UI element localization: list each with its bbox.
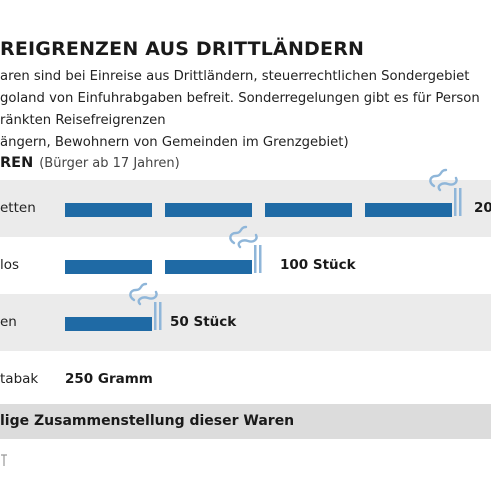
allowance-row-4: tabak 250 Gramm <box>0 351 491 408</box>
cigarette-bar-segment <box>365 203 452 217</box>
source-mark-icon <box>1 454 7 466</box>
allowance-row-2: los 100 Stück <box>0 225 491 294</box>
cigarillo-bar-segment <box>165 260 252 274</box>
cigar-bar-segment <box>65 317 152 331</box>
row-label: etten <box>0 200 36 216</box>
intro-line-4: ängern, Bewohnern von Gemeinden im Grenz… <box>0 135 349 150</box>
allowance-row-3: en 50 Stück <box>0 282 491 351</box>
intro-line-3: ränkten Reisefreigrenzen <box>0 113 166 128</box>
row-label: tabak <box>0 371 39 387</box>
row-value: 50 Stück <box>170 314 237 330</box>
row-label: en <box>0 314 17 330</box>
footer-note: lige Zusammenstellung dieser Waren <box>0 413 295 429</box>
intro-line-2: goland von Einfuhrabgaben befreit. Sonde… <box>0 91 480 106</box>
cigarette-bar-segment <box>265 203 352 217</box>
cigarette-bar-segment <box>65 203 152 217</box>
section-heading-title: REN <box>0 155 34 171</box>
footer-note-bar: lige Zusammenstellung dieser Waren <box>0 404 491 439</box>
section-heading: REN (Bürger ab 17 Jahren) <box>0 153 180 173</box>
cigarette-smoke-icon <box>129 282 162 330</box>
row-label: los <box>0 257 20 273</box>
page-title: REIGRENZEN AUS DRITTLÄNDERN <box>0 38 365 60</box>
cigarette-smoke-icon <box>429 168 462 216</box>
intro-line-1: aren sind bei Einreise aus Drittländern,… <box>0 69 470 84</box>
section-heading-note: (Bürger ab 17 Jahren) <box>39 156 180 171</box>
row-value: 250 Gramm <box>65 371 153 387</box>
cigarillo-bar-segment <box>65 260 152 274</box>
intro-text: aren sind bei Einreise aus Drittländern,… <box>0 66 480 154</box>
cigarette-smoke-icon <box>229 225 262 273</box>
cigarette-bar-segment <box>165 203 252 217</box>
row-value: 20 <box>474 200 491 216</box>
row-value: 100 Stück <box>280 257 356 273</box>
